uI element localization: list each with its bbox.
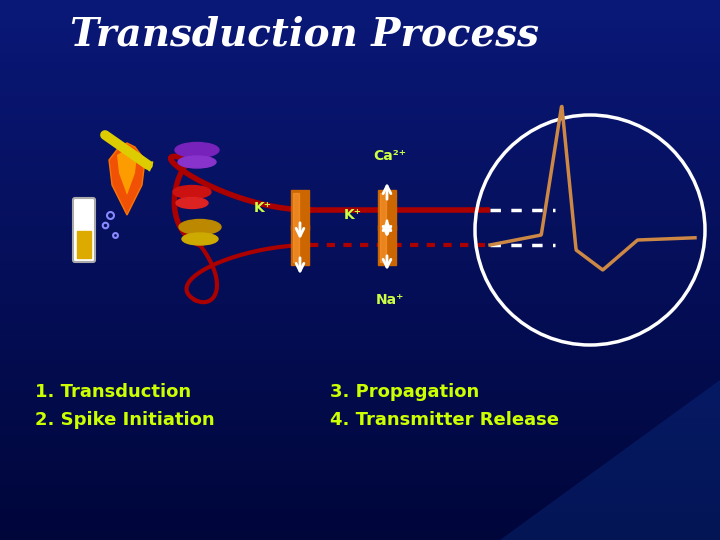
- Bar: [291, 225, 309, 265]
- Text: 1. Transduction: 1. Transduction: [35, 383, 191, 401]
- Bar: [77, 231, 91, 258]
- Bar: [293, 228, 299, 262]
- Bar: [293, 193, 299, 227]
- FancyBboxPatch shape: [73, 198, 95, 262]
- Polygon shape: [109, 143, 145, 215]
- Text: 3. Propagation: 3. Propagation: [330, 383, 480, 401]
- Text: Na⁺: Na⁺: [376, 293, 404, 307]
- Ellipse shape: [175, 143, 219, 158]
- Polygon shape: [117, 149, 137, 195]
- Bar: [380, 193, 386, 227]
- Ellipse shape: [173, 186, 211, 199]
- Bar: [378, 225, 396, 265]
- Bar: [380, 228, 386, 262]
- Ellipse shape: [182, 233, 218, 245]
- Bar: [291, 190, 309, 230]
- Ellipse shape: [178, 156, 216, 168]
- Text: Transduction Process: Transduction Process: [70, 16, 539, 54]
- Text: K⁺: K⁺: [344, 208, 362, 222]
- Bar: [378, 190, 396, 230]
- Text: 2. Spike Initiation: 2. Spike Initiation: [35, 411, 215, 429]
- Text: 4. Transmitter Release: 4. Transmitter Release: [330, 411, 559, 429]
- Polygon shape: [400, 380, 720, 540]
- Ellipse shape: [179, 219, 221, 234]
- Text: K⁺: K⁺: [254, 201, 272, 215]
- Text: Ca²⁺: Ca²⁺: [374, 149, 407, 163]
- Ellipse shape: [176, 198, 208, 208]
